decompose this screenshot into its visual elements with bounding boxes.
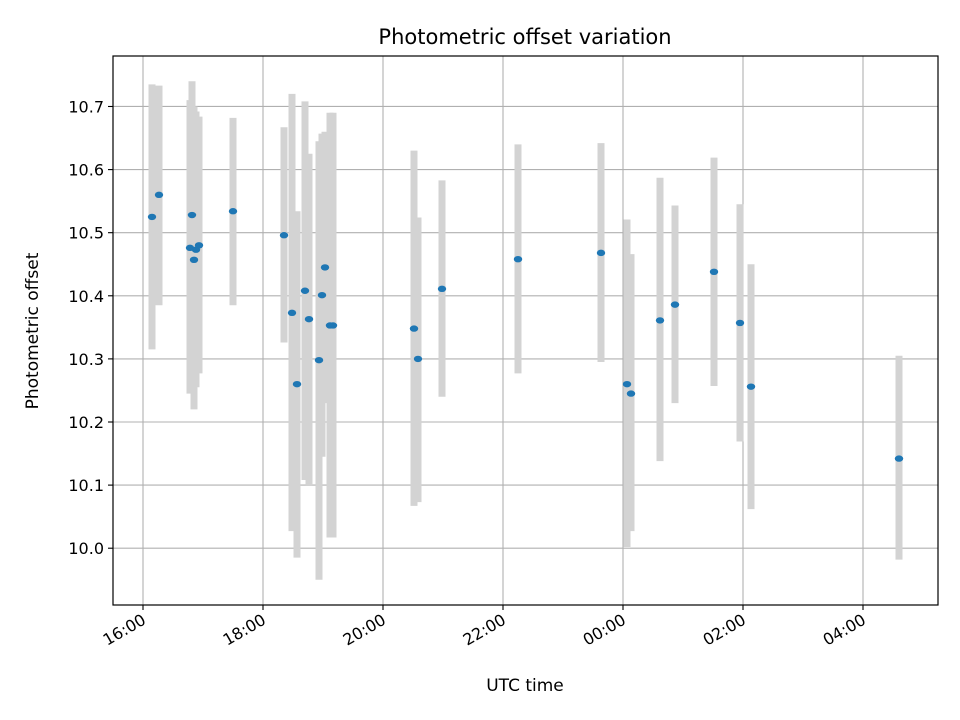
- data-point: [314, 356, 324, 364]
- data-point: [154, 191, 164, 199]
- data-point: [147, 213, 157, 221]
- data-point: [287, 309, 297, 317]
- data-point: [279, 232, 289, 239]
- data-point: [746, 383, 756, 390]
- data-points: [147, 191, 904, 462]
- data-point: [513, 255, 523, 263]
- y-tick-label: 10.2: [68, 413, 104, 432]
- data-point: [626, 390, 636, 397]
- data-point: [413, 355, 423, 363]
- data-point: [894, 455, 904, 462]
- data-point: [189, 256, 199, 264]
- y-tick-label: 10.5: [68, 224, 104, 243]
- x-axis-label: UTC time: [486, 676, 564, 696]
- data-point: [228, 208, 238, 215]
- data-point: [300, 287, 310, 294]
- data-point: [596, 249, 606, 257]
- y-tick-label: 10.3: [68, 350, 104, 369]
- y-tick-label: 10.1: [68, 476, 104, 495]
- y-axis-ticks: 10.0 10.1 10.2 10.3 10.4 10.5 10.6 10.7: [68, 97, 113, 558]
- data-point: [655, 317, 665, 324]
- data-point: [187, 211, 197, 219]
- data-point: [328, 322, 338, 329]
- data-point: [735, 319, 745, 327]
- chart-title: Photometric offset variation: [378, 25, 671, 49]
- data-point: [317, 291, 327, 299]
- data-point: [709, 268, 719, 276]
- data-point: [437, 285, 447, 293]
- data-point: [670, 301, 680, 308]
- y-tick-label: 10.7: [68, 97, 104, 116]
- y-tick-label: 10.4: [68, 287, 104, 306]
- data-point: [320, 264, 330, 271]
- plot-area-frame: [112, 55, 939, 606]
- data-point: [292, 380, 302, 388]
- y-tick-label: 10.6: [68, 161, 104, 180]
- data-point: [304, 315, 314, 323]
- y-tick-label: 10.0: [68, 539, 104, 558]
- y-axis-label: Photometric offset: [23, 252, 43, 409]
- data-point: [622, 380, 632, 388]
- data-point: [409, 325, 419, 332]
- data-point: [194, 242, 204, 249]
